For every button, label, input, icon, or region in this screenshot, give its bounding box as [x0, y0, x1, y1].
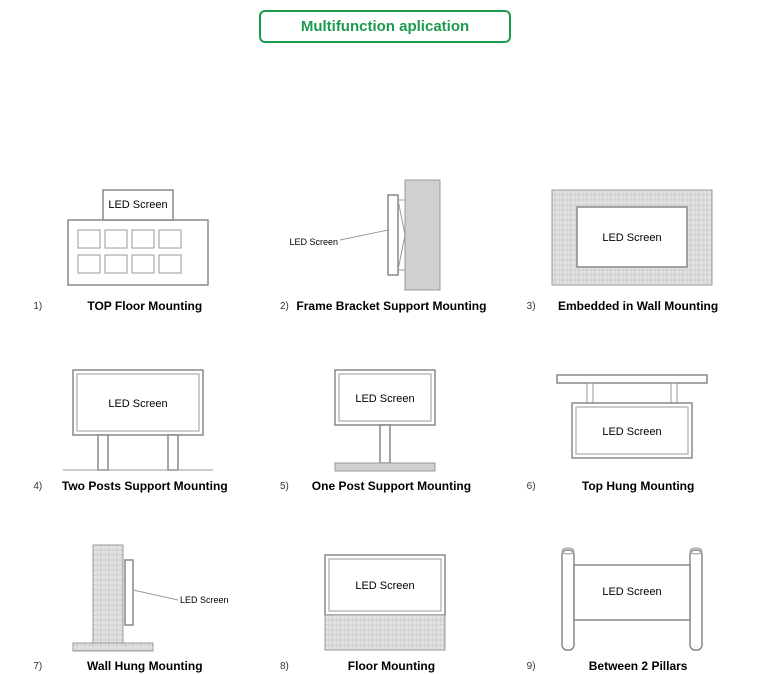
item-caption: Wall Hung Mounting: [46, 659, 243, 673]
item-index: 3): [527, 301, 536, 312]
screen-label: LED Screen: [355, 580, 414, 592]
screen-label: LED Screen: [602, 426, 661, 438]
diagram-embedded-wall: LED Screen: [527, 175, 737, 295]
item-index: 1): [33, 301, 42, 312]
diagram-frame-bracket: LED Screen: [280, 175, 490, 295]
cell-top-floor-mounting: LED Screen 1) TOP Floor Mounting: [20, 133, 257, 313]
diagram-between-pillars: LED Screen: [527, 535, 737, 655]
item-caption: Top Hung Mounting: [540, 479, 737, 493]
item-caption: Floor Mounting: [293, 659, 490, 673]
item-index: 7): [33, 661, 42, 672]
header-title-box: Multifunction aplication: [259, 10, 511, 43]
item-index: 6): [527, 481, 536, 492]
item-index: 5): [280, 481, 289, 492]
header-title: Multifunction aplication: [301, 18, 469, 35]
screen-label: LED Screen: [355, 393, 414, 405]
cell-between-pillars: LED Screen 9) Between 2 Pillars: [513, 493, 750, 673]
item-caption: TOP Floor Mounting: [46, 299, 243, 313]
cell-embedded-wall: LED Screen 3) Embedded in Wall Mounting: [513, 133, 750, 313]
item-index: 4): [33, 481, 42, 492]
diagram-grid: LED Screen 1) TOP Floor Mounting: [0, 133, 770, 673]
cell-frame-bracket: LED Screen 2) Frame Bracket Support Moun…: [267, 133, 504, 313]
screen-label: LED Screen: [109, 398, 168, 410]
screen-label: LED Screen: [602, 232, 661, 244]
cell-floor-mounting: LED Screen 8) Floor Mounting: [267, 493, 504, 673]
screen-label: LED Screen: [289, 237, 338, 247]
item-index: 2): [280, 301, 289, 312]
item-caption: Embedded in Wall Mounting: [540, 299, 737, 313]
screen-label: LED Screen: [602, 586, 661, 598]
cell-two-posts: LED Screen 4) Two Posts Support Mounting: [20, 313, 257, 493]
item-index: 8): [280, 661, 289, 672]
diagram-one-post: LED Screen: [280, 355, 490, 475]
item-caption: Between 2 Pillars: [540, 659, 737, 673]
diagram-top-floor-mounting: LED Screen: [33, 175, 243, 295]
header: Multifunction aplication: [0, 0, 770, 43]
diagram-two-posts: LED Screen: [33, 355, 243, 475]
diagram-floor-mounting: LED Screen: [280, 535, 490, 655]
cell-one-post: LED Screen 5) One Post Support Mounting: [267, 313, 504, 493]
diagram-top-hung: LED Screen: [527, 355, 737, 475]
item-caption: One Post Support Mounting: [293, 479, 490, 493]
item-caption: Two Posts Support Mounting: [46, 479, 243, 493]
cell-wall-hung: LED Screen 7) Wall Hung Mounting: [20, 493, 257, 673]
diagram-wall-hung: LED Screen: [33, 535, 243, 655]
cell-top-hung: LED Screen 6) Top Hung Mounting: [513, 313, 750, 493]
item-caption: Frame Bracket Support Mounting: [293, 299, 490, 313]
screen-label: LED Screen: [180, 595, 229, 605]
screen-label: LED Screen: [109, 199, 168, 211]
item-index: 9): [527, 661, 536, 672]
